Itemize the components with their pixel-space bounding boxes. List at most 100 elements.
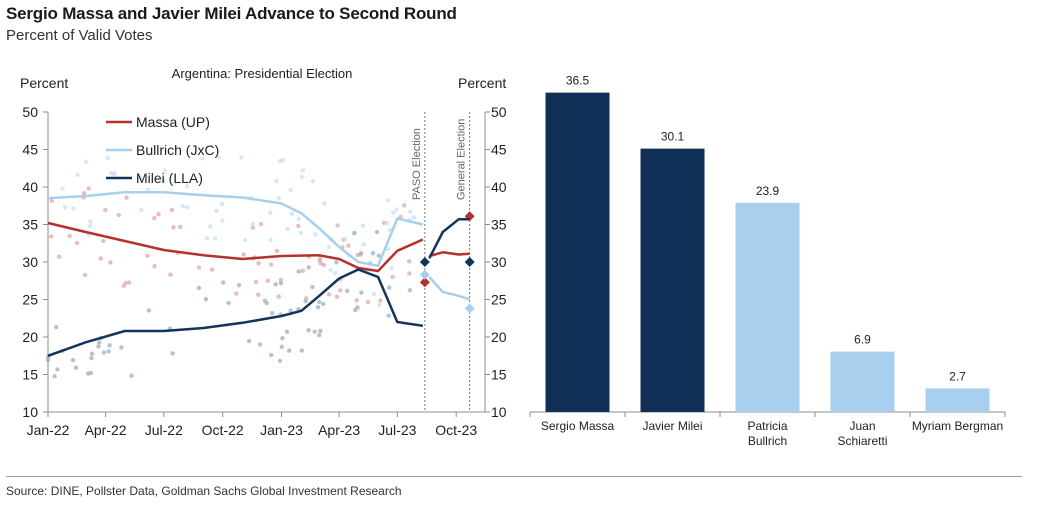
x-tick-label: Jan-23 — [260, 422, 303, 438]
poll-dot — [296, 223, 301, 229]
poll-dot — [265, 278, 270, 283]
poll-dot — [322, 201, 327, 206]
poll-dot — [74, 240, 80, 246]
result-marker — [464, 303, 475, 314]
poll-dot — [326, 244, 331, 250]
poll-dot — [82, 272, 88, 278]
poll-dot — [185, 205, 190, 210]
result-bar — [545, 92, 610, 412]
poll-dot — [386, 313, 391, 318]
legend-label: Bullrich (JxC) — [136, 142, 219, 158]
poll-dot — [274, 179, 279, 184]
poll-dot — [203, 297, 209, 302]
bar-category-label: Myriam Bergman — [912, 419, 1003, 433]
poll-dot — [269, 262, 274, 267]
y-tick-label-right: 45 — [491, 142, 507, 158]
poll-dot — [361, 242, 366, 247]
poll-dot — [152, 264, 157, 269]
poll-dot — [86, 186, 91, 191]
poll-dot — [106, 349, 111, 354]
poll-dot — [119, 345, 124, 350]
y-tick-label-right: 50 — [491, 104, 507, 120]
bar-category-label: Sergio Massa — [541, 419, 615, 433]
result-marker — [419, 257, 430, 267]
poll-dot — [381, 220, 387, 225]
legend-label: Milei (LLA) — [136, 170, 203, 186]
poll-dot — [411, 215, 417, 220]
series-line — [47, 268, 424, 357]
poll-dot — [306, 328, 311, 333]
poll-dot — [276, 196, 281, 201]
poll-dot — [300, 168, 306, 173]
poll-dot — [124, 195, 129, 200]
result-marker — [464, 257, 475, 267]
bar-value-label: 36.5 — [566, 74, 590, 88]
poll-dot — [239, 155, 244, 160]
chart-canvas: Percent Percent Argentina: Presidential El… — [20, 66, 1006, 448]
poll-dot — [83, 159, 89, 164]
poll-dot — [313, 232, 318, 237]
poll-dot — [105, 155, 110, 161]
poll-dot — [377, 302, 382, 308]
poll-dot — [243, 237, 248, 243]
poll-dot — [288, 187, 293, 192]
poll-dot — [268, 210, 273, 215]
poll-dot — [287, 348, 292, 353]
poll-dot — [137, 175, 143, 181]
poll-dot — [299, 348, 304, 353]
poll-dot — [326, 292, 332, 297]
poll-dot — [103, 207, 108, 213]
poll-dot — [204, 236, 210, 241]
bar-value-label: 23.9 — [756, 184, 780, 198]
poll-dot — [89, 351, 95, 356]
poll-dot — [352, 230, 357, 236]
poll-dot — [321, 301, 326, 307]
poll-dot — [170, 351, 175, 356]
poll-dot — [354, 298, 359, 303]
poll-dot — [162, 168, 168, 173]
poll-dot — [98, 256, 104, 261]
y-tick-label: 50 — [22, 104, 38, 120]
poll-dot — [96, 344, 101, 349]
poll-dot — [317, 299, 322, 305]
series-line-post-paso — [428, 251, 470, 258]
poll-dot — [168, 272, 173, 277]
poll-dot — [334, 260, 339, 265]
x-tick-label: Apr-22 — [85, 422, 127, 438]
poll-dot — [60, 186, 65, 191]
poll-dot — [96, 340, 102, 345]
y-tick-label-right: 30 — [491, 254, 507, 270]
poll-dot — [256, 261, 261, 266]
poll-dot — [116, 212, 121, 218]
poll-dot — [385, 221, 390, 226]
poll-dot — [315, 305, 321, 310]
poll-dot — [277, 358, 283, 364]
poll-dot — [180, 204, 186, 209]
poll-dot — [246, 338, 252, 344]
poll-dot — [285, 226, 290, 232]
poll-dot — [355, 305, 360, 310]
poll-dot — [289, 211, 295, 216]
series-line-post-paso — [428, 217, 470, 259]
poll-dot — [343, 237, 348, 242]
poll-dot — [121, 283, 127, 288]
poll-dot — [280, 157, 286, 163]
poll-dot — [378, 298, 383, 303]
poll-dot — [284, 329, 290, 334]
poll-dot — [87, 223, 93, 229]
poll-dot — [145, 253, 150, 258]
poll-dot — [407, 271, 412, 276]
poll-dot — [387, 285, 392, 290]
bar-value-label: 30.1 — [661, 130, 685, 144]
poll-dot — [333, 270, 338, 276]
poll-dot — [278, 281, 284, 286]
poll-dot — [256, 292, 261, 297]
poll-dot — [127, 280, 132, 285]
series-line-post-paso — [428, 276, 471, 301]
poll-dot — [86, 371, 91, 376]
left-axis-title: Percent — [20, 75, 68, 91]
source-note: Source: DINE, Pollster Data, Goldman Sac… — [6, 484, 402, 498]
poll-dot — [358, 251, 364, 256]
poll-dot — [208, 224, 213, 229]
poll-dot — [346, 243, 351, 248]
